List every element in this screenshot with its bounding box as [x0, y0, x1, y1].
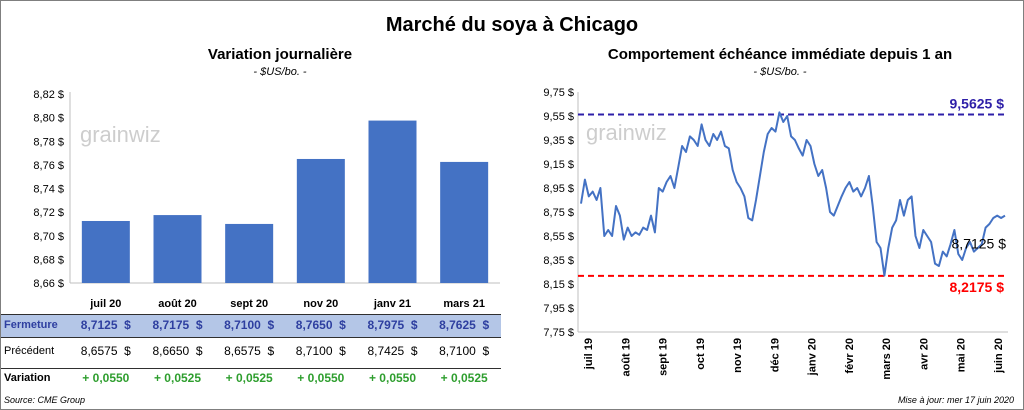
last-price-label: 8,7125 $ [952, 235, 1007, 251]
right-x-tick-label: août 19 [620, 338, 632, 377]
right-y-tick-label: 9,35 $ [543, 135, 574, 147]
table-cell: + 0,0550 [368, 371, 417, 385]
left-y-tick-label: 8,76 $ [33, 160, 64, 172]
right-x-tick-label: avr 20 [918, 338, 930, 370]
table-row-label: Précédent [4, 345, 55, 357]
table-cell: 8,7625 $ [439, 318, 490, 332]
table-cell: + 0,0525 [440, 371, 488, 385]
table-cell: + 0,0550 [297, 371, 345, 385]
update-note: Mise à jour: mer 17 juin 2020 [897, 395, 1014, 405]
right-y-tick-label: 8,95 $ [543, 183, 574, 195]
left-x-tick-label: mars 21 [443, 298, 485, 310]
left-y-tick-label: 8,72 $ [33, 207, 64, 219]
source-note: Source: CME Group [4, 395, 86, 405]
table-cell: + 0,0525 [153, 371, 202, 385]
right-y-tick-label: 9,55 $ [543, 111, 574, 123]
table-cell: 8,7175 $ [152, 318, 203, 332]
table-cell: 8,7125 $ [80, 318, 131, 332]
table-divider [1, 368, 501, 369]
right-y-tick-label: 7,75 $ [543, 327, 574, 339]
table-cell: 8,7975 $ [367, 318, 418, 332]
right-x-tick-label: nov 19 [732, 338, 744, 373]
table-cell: 8,7650 $ [295, 318, 346, 332]
right-y-tick-label: 9,75 $ [543, 87, 574, 99]
price-line [580, 111, 1006, 277]
left-y-tick-label: 8,66 $ [33, 278, 64, 290]
right-x-tick-label: sept 19 [658, 338, 670, 376]
right-y-tick-label: 7,95 $ [543, 303, 574, 315]
table-cell: 8,7100 $ [224, 318, 275, 332]
right-watermark: grainwiz [586, 120, 667, 145]
left-x-tick-label: août 20 [158, 298, 197, 310]
bar-août-20 [153, 215, 202, 283]
right-x-tick-label: oct 19 [695, 338, 707, 370]
left-x-tick-label: sept 20 [230, 298, 268, 310]
left-y-tick-label: 8,78 $ [33, 136, 64, 148]
table-cell: 8,6575 $ [224, 344, 275, 358]
right-y-tick-label: 9,15 $ [543, 159, 574, 171]
right-y-tick-label: 8,15 $ [543, 279, 574, 291]
right-x-tick-label: déc 19 [769, 338, 781, 372]
table-cell: 8,7100 $ [295, 344, 346, 358]
bar-juil-20 [81, 220, 130, 283]
right-chart-title: Comportement échéance immédiate depuis 1… [607, 46, 953, 63]
left-x-tick-label: nov 20 [303, 298, 338, 310]
right-x-tick-label: févr 20 [844, 338, 856, 373]
left-x-tick-label: juil 20 [89, 298, 121, 310]
right-x-tick-label: mai 20 [956, 338, 968, 372]
right-y-tick-label: 8,35 $ [543, 255, 574, 267]
bar-nov-20 [296, 158, 345, 283]
table-row-label: Fermeture [4, 319, 58, 331]
bar-sept-20 [225, 223, 274, 283]
table-cell: 8,7425 $ [367, 344, 418, 358]
reference-label-1: 8,2175 $ [950, 279, 1005, 295]
bar-janv-21 [368, 120, 417, 283]
table-cell: + 0,0550 [82, 371, 130, 385]
left-watermark: grainwiz [80, 122, 161, 147]
left-y-tick-label: 8,68 $ [33, 254, 64, 266]
left-y-tick-label: 8,70 $ [33, 231, 64, 243]
right-x-tick-label: juil 19 [583, 338, 595, 370]
table-cell: 8,6650 $ [152, 344, 203, 358]
right-y-tick-label: 8,75 $ [543, 207, 574, 219]
fermeture-row-bg [1, 314, 501, 338]
left-y-tick-label: 8,74 $ [33, 184, 64, 196]
right-x-tick-label: juin 20 [993, 338, 1005, 374]
left-chart-unit: - $US/bo. - [253, 66, 307, 78]
left-y-tick-label: 8,80 $ [33, 113, 64, 125]
table-cell: 8,6575 $ [80, 344, 131, 358]
main-title: Marché du soya à Chicago [385, 14, 639, 36]
right-x-tick-label: janv 20 [807, 338, 819, 376]
table-row-label: Variation [4, 372, 51, 384]
reference-label-0: 9,5625 $ [950, 96, 1005, 112]
table-cell: 8,7100 $ [439, 344, 490, 358]
left-chart-title: Variation journalière [207, 46, 353, 63]
right-chart-unit: - $US/bo. - [753, 66, 807, 78]
bar-mars-21 [440, 161, 489, 283]
right-y-tick-label: 8,55 $ [543, 231, 574, 243]
right-x-tick-label: mars 20 [881, 338, 893, 380]
left-x-tick-label: janv 21 [373, 298, 411, 310]
left-y-tick-label: 8,82 $ [33, 89, 64, 101]
table-cell: + 0,0525 [225, 371, 273, 385]
